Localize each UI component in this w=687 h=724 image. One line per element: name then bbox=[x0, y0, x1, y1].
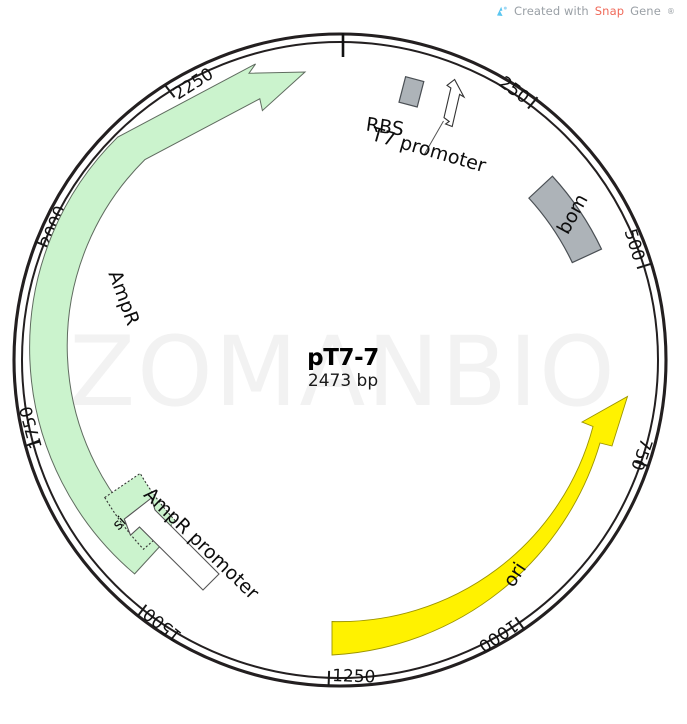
backbone-inner-circle bbox=[21, 41, 659, 679]
plasmid-name: pT7-7 bbox=[307, 345, 379, 371]
tick-label-1500: 1500 bbox=[140, 603, 186, 646]
feature-label-t7-promoter: T7 promoter bbox=[368, 123, 489, 177]
credit-registered-mark: ® bbox=[666, 6, 675, 16]
tick-group-1000: 1000 bbox=[474, 615, 525, 656]
leader-line-t7-promoter bbox=[423, 120, 444, 156]
tick-group-1500: 1500 bbox=[136, 603, 186, 646]
tick-label-1250: 1250 bbox=[332, 666, 376, 687]
watermark-text: ZOMANBIO bbox=[69, 316, 616, 428]
tick-group-1250: 1250 bbox=[327, 666, 376, 688]
feature-t7-promoter-arrow[interactable] bbox=[443, 78, 466, 128]
credit-prefix: Created with bbox=[514, 4, 589, 18]
credit-brand-snap: Snap bbox=[594, 4, 625, 18]
credit-brand-gene: Gene bbox=[630, 4, 661, 18]
feature-label-rbs: RBS bbox=[365, 114, 406, 141]
feature-ori-arrow[interactable] bbox=[331, 395, 629, 656]
tick-label-750: 750 bbox=[626, 436, 656, 473]
snapgene-credit: Created with Snap Gene ® bbox=[495, 4, 675, 18]
tick-label-500: 500 bbox=[620, 227, 649, 264]
plasmid-size: 2473 bp bbox=[308, 371, 378, 391]
feature-rbs-box[interactable] bbox=[398, 75, 425, 108]
tick-label-1000: 1000 bbox=[474, 615, 521, 656]
feature-ampr-arrow[interactable] bbox=[29, 63, 307, 575]
snapgene-logo-icon bbox=[495, 5, 508, 18]
feature-ampr-promoter-arrow[interactable] bbox=[123, 497, 220, 591]
tick-group-750: 750 bbox=[626, 436, 656, 473]
feature-bom-box[interactable] bbox=[528, 175, 603, 264]
backbone-outer-circle bbox=[12, 32, 668, 688]
